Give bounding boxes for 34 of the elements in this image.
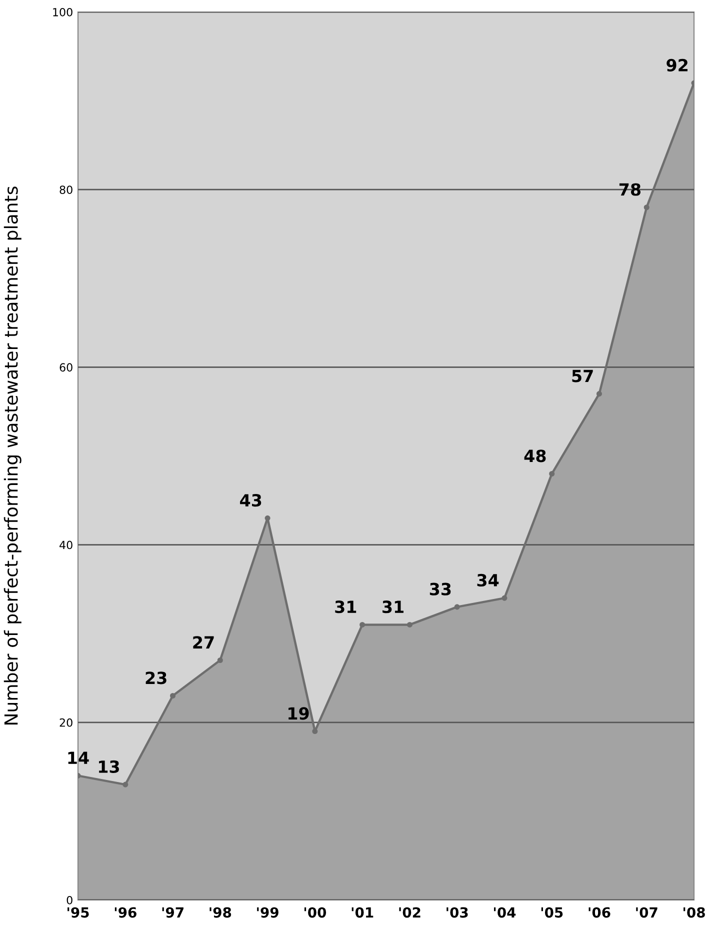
data-label: 48 bbox=[524, 450, 546, 462]
data-label: 57 bbox=[572, 370, 593, 382]
x-tick-label: '06 bbox=[588, 907, 610, 918]
data-label: 43 bbox=[240, 494, 262, 507]
x-tick-label: '07 bbox=[636, 907, 658, 918]
data-label: 27 bbox=[193, 636, 214, 648]
y-tick-label: 60 bbox=[60, 363, 72, 372]
y-tick-label: 20 bbox=[60, 718, 72, 727]
y-tick-label: 100 bbox=[53, 8, 72, 16]
y-tick-label: 80 bbox=[60, 186, 72, 194]
data-label: 13 bbox=[99, 760, 119, 773]
x-tick-label: '04 bbox=[494, 907, 516, 918]
x-tick-label: '01 bbox=[352, 907, 374, 918]
x-tick-label: '97 bbox=[162, 907, 184, 918]
data-label: 31 bbox=[335, 600, 356, 614]
data-label: 14 bbox=[68, 752, 89, 764]
data-label: 19 bbox=[288, 707, 309, 720]
data-label: 23 bbox=[146, 672, 166, 684]
x-tick-label: '95 bbox=[68, 907, 89, 918]
data-label: 92 bbox=[666, 58, 688, 72]
x-tick-label: '02 bbox=[399, 907, 420, 918]
x-tick-label: '05 bbox=[541, 907, 563, 918]
y-axis-title: Number of perfect-performing wastewater treatment plants bbox=[4, 186, 22, 724]
x-tick-label: '08 bbox=[684, 907, 705, 918]
x-tick-label: '03 bbox=[446, 907, 468, 918]
x-tick-label: '98 bbox=[210, 907, 232, 918]
y-tick-label: 0 bbox=[66, 896, 72, 904]
y-tick-label: 40 bbox=[60, 540, 72, 550]
x-tick-label: '00 bbox=[304, 907, 326, 918]
data-label: 33 bbox=[430, 582, 451, 596]
data-label: 34 bbox=[477, 574, 499, 587]
x-tick-label: '96 bbox=[114, 907, 136, 918]
x-tick-label: '99 bbox=[257, 907, 278, 918]
data-label: 31 bbox=[382, 600, 404, 614]
